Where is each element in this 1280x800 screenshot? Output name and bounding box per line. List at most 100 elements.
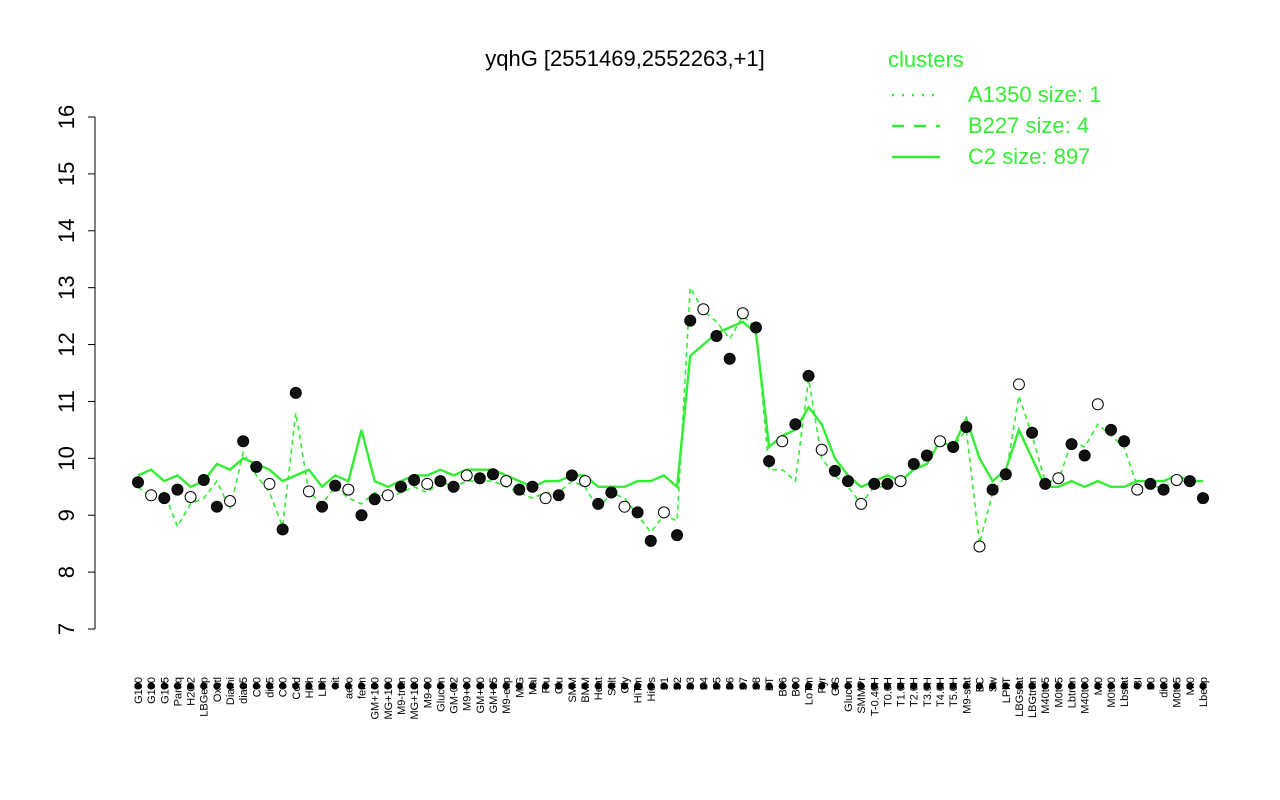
data-point (907, 458, 920, 471)
x-tick-label: T5.0H (948, 677, 960, 707)
x-tick-mark (712, 682, 721, 690)
x-tick-label: GM+15 (488, 677, 500, 713)
x-tick-mark (476, 682, 484, 690)
data-point (815, 443, 828, 456)
x-tick-label: Salt (606, 677, 618, 696)
x-tick-mark (726, 682, 734, 690)
x-tick-mark (660, 682, 668, 690)
x-tick-label: Mal (527, 677, 539, 695)
x-tick-mark (1186, 682, 1194, 690)
x-tick-mark (1107, 682, 1115, 690)
data-point (1183, 475, 1196, 488)
x-tick-mark (936, 682, 944, 690)
x-tick-label: MG+150 (383, 677, 395, 720)
x-tick-label: LoTm (804, 677, 816, 705)
x-tick-label: M0t90 (1106, 677, 1118, 708)
x-tick-label: Heat (593, 677, 605, 700)
data-point (1144, 477, 1157, 490)
x-tick-label: LBGtran (1027, 677, 1039, 718)
data-point (855, 497, 868, 510)
x-tick-mark (607, 682, 615, 690)
data-point (1118, 435, 1131, 448)
x-tick-label: Pyr (817, 677, 829, 694)
x-tick-mark (213, 682, 221, 690)
x-tick-label: T1.0H (896, 677, 908, 707)
data-point (329, 479, 342, 492)
x-tick-mark (673, 682, 681, 690)
x-tick-mark (1067, 682, 1076, 690)
x-tick-mark (502, 682, 510, 690)
x-tick-label: T0.0H (882, 677, 894, 707)
data-point (723, 352, 736, 365)
x-tick-mark (1146, 682, 1155, 690)
data-point (158, 492, 171, 505)
x-tick-mark (239, 682, 247, 690)
x-tick-mark (647, 682, 655, 690)
x-tick-mark (752, 682, 760, 690)
data-point (132, 476, 144, 489)
data-point (565, 469, 578, 482)
x-tick-mark (371, 682, 379, 690)
x-tick-mark (1028, 682, 1036, 690)
data-point (842, 475, 854, 488)
x-tick-mark (226, 682, 234, 690)
y-tick-label: 8 (54, 566, 79, 578)
data-point (473, 472, 486, 485)
x-tick-mark (1015, 682, 1023, 690)
x-tick-mark (384, 682, 392, 690)
data-point (355, 509, 368, 522)
x-tick-label: S3 (685, 677, 697, 690)
x-tick-mark (883, 682, 892, 690)
data-point (776, 435, 789, 448)
legend-title: clusters (888, 47, 964, 72)
x-tick-mark (160, 682, 168, 690)
x-tick-label: BMM (580, 677, 592, 703)
x-axis: G150 G180 G135 Paraq H2O2 LBGexp Oxctl Diami dia… (133, 677, 1210, 720)
x-tick-label: S0 (1145, 677, 1157, 690)
data-point (500, 475, 513, 488)
x-tick-label: M9-stat (961, 677, 973, 714)
data-point (960, 421, 973, 434)
x-tick-mark (292, 682, 300, 690)
x-tick-label: S2 (672, 677, 684, 690)
x-tick-mark (686, 682, 694, 690)
x-tick-mark (844, 682, 852, 690)
x-tick-mark (634, 682, 642, 690)
x-tick-mark (1199, 682, 1207, 690)
data-point (973, 540, 986, 553)
data-point (592, 497, 605, 510)
y-tick-label: 10 (54, 446, 79, 470)
x-tick-label: BC (974, 677, 986, 692)
x-tick-mark (765, 682, 773, 690)
y-tick-label: 12 (54, 332, 79, 356)
x-tick-mark (699, 682, 707, 690)
data-point (986, 483, 999, 496)
x-tick-label: Paraq (172, 677, 184, 706)
data-point (1012, 378, 1025, 391)
x-tick-mark (1173, 682, 1181, 690)
data-point (513, 483, 526, 496)
x-tick-label: M0t45 (1172, 677, 1184, 708)
legend-entry-c2: C2 size: 897 (968, 144, 1090, 169)
data-point (316, 500, 329, 513)
data-point (828, 464, 841, 477)
x-tick-label: Glu (554, 677, 566, 694)
x-tick-label: T3.0H (922, 677, 934, 707)
x-tick-label: H2O2 (186, 677, 198, 706)
x-tick-mark (1133, 682, 1141, 690)
x-tick-label: Diami (225, 677, 237, 705)
data-point (289, 386, 302, 399)
legend-entry-a1350: A1350 size: 1 (968, 82, 1101, 107)
x-tick-mark (449, 682, 458, 690)
x-tick-mark (857, 682, 865, 690)
series-lines (137, 284, 1203, 544)
x-tick-mark (818, 682, 826, 690)
x-tick-label: Lbtran (1067, 677, 1079, 708)
x-tick-mark (1120, 682, 1128, 690)
x-tick-mark (1054, 682, 1062, 690)
data-point (447, 480, 460, 493)
data-point (749, 321, 762, 334)
data-point (263, 477, 276, 490)
data-point (342, 483, 355, 496)
